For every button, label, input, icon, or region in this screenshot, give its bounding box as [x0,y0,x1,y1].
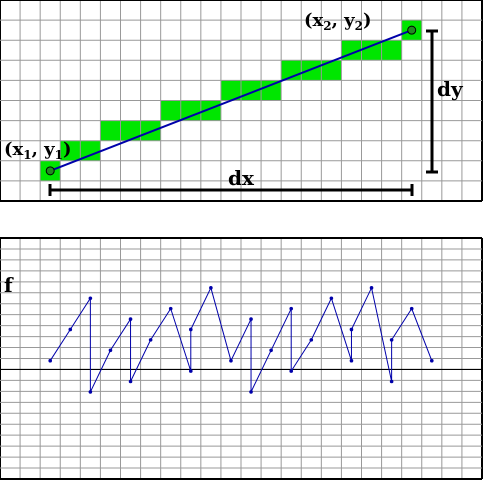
lit-pixels [40,20,422,181]
data-point [168,306,173,311]
f-axis-label: f [4,273,14,297]
data-point [369,286,374,290]
data-point [249,390,253,394]
data-point [148,338,153,342]
data-point [389,379,394,384]
data-point [188,327,193,332]
data-point [349,358,354,363]
line-rasterization-panel: (x1, y1) (x2, y2) dx dy [0,0,483,202]
data-point [188,369,193,373]
lit-pixel [120,120,141,141]
lit-pixel [60,140,81,161]
lit-pixel [100,120,121,141]
data-point [389,338,394,342]
data-point [409,306,414,311]
ideal-line [49,29,413,172]
lit-pixel [321,60,342,81]
top-pixel-grid [0,0,483,202]
dx-dimension [48,184,414,196]
dy-dimension [426,29,438,174]
dy-label: dy [437,77,464,101]
data-point [249,317,253,321]
data-point [289,306,294,311]
lit-pixel [301,60,322,81]
lit-pixel [180,100,201,121]
data-point [128,379,133,384]
data-point [108,348,113,353]
end-point-label: (x2, y2) [304,10,372,33]
bottom-grid [0,237,483,480]
data-point [88,390,93,394]
data-point [68,327,73,332]
start-point [45,166,55,176]
error-points [48,286,434,394]
data-point [269,348,273,353]
lit-pixel [381,40,402,61]
lit-pixel [160,100,181,121]
data-point [48,358,53,363]
data-point [309,338,314,342]
data-point [349,327,354,332]
data-point [329,296,334,301]
lit-pixel [361,40,382,61]
data-point [429,358,434,363]
data-point [88,296,93,301]
error-term-panel: f [0,237,483,480]
lit-pixel [220,80,241,101]
lit-pixel [80,140,101,161]
data-point [229,358,233,363]
data-point [209,286,213,290]
end-point [407,25,417,35]
data-point [289,369,294,373]
data-point [128,317,133,321]
lit-pixel [261,80,282,101]
dx-label: dx [228,166,255,190]
start-point-label: (x1, y1) [4,139,72,162]
lit-pixel [140,120,161,141]
